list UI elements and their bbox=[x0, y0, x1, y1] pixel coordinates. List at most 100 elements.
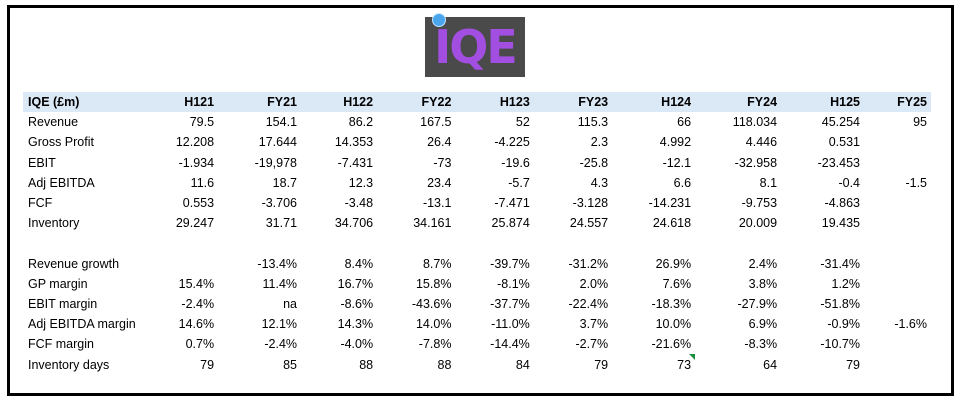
table-row: Adj EBITDA margin 14.6% 12.1% 14.3% 14.0% -11… bbox=[23, 314, 931, 334]
table-row: EBIT -1.934 -19,978 -7.431 -73 -19.6 -25.8 -12.… bbox=[23, 153, 931, 173]
table-cell: -11.0% bbox=[491, 317, 530, 332]
table-cell: 88 bbox=[359, 357, 374, 372]
table-cell: 25.874 bbox=[491, 216, 530, 231]
table-cell: -7.8% bbox=[418, 337, 452, 352]
table-cell: 45.254 bbox=[821, 115, 860, 130]
col-header: FY24 bbox=[747, 95, 778, 110]
table-cell: -4.863 bbox=[824, 196, 860, 211]
table-cell: 64 bbox=[763, 357, 778, 372]
table-cell: 18.7 bbox=[272, 175, 298, 190]
table-cell: 95 bbox=[913, 115, 927, 130]
table-cell: -1.934 bbox=[178, 155, 215, 170]
table-cell bbox=[864, 254, 931, 274]
table-row: Inventory 29.247 31.71 34.706 34.161 25.874 24… bbox=[23, 213, 931, 233]
table-cell: 17.644 bbox=[258, 135, 298, 150]
table-cell: na bbox=[283, 296, 298, 311]
table-cell bbox=[864, 153, 931, 173]
table-cell: -0.4 bbox=[838, 175, 860, 190]
table-cell: -22.4% bbox=[568, 296, 609, 311]
table-cell: 11.4% bbox=[262, 276, 298, 291]
table-cell: 6.9% bbox=[748, 317, 778, 332]
table-cell: 167.5 bbox=[420, 115, 452, 130]
table-cell: 8.4% bbox=[344, 256, 374, 271]
table-cell: -25.8 bbox=[579, 155, 609, 170]
table-cell: 118.034 bbox=[732, 115, 778, 130]
table-cell: -8.3% bbox=[744, 337, 778, 352]
table-cell: -19.6 bbox=[501, 155, 530, 170]
table-cell bbox=[864, 354, 931, 374]
table-cell: 26.4 bbox=[427, 135, 452, 150]
table-cell: -3.706 bbox=[261, 196, 298, 211]
table-cell: 10.0% bbox=[655, 317, 692, 332]
table-cell: 2.4% bbox=[748, 256, 778, 271]
table-cell: -5.7 bbox=[508, 175, 530, 190]
table-cell: -21.6% bbox=[651, 337, 692, 352]
table-cell: 14.3% bbox=[337, 317, 374, 332]
table-cell: 14.6% bbox=[178, 317, 215, 332]
table-cell: 8.1 bbox=[759, 175, 778, 190]
table-cell: 79 bbox=[594, 357, 609, 372]
col-header: H125 bbox=[830, 95, 860, 110]
row-label: FCF bbox=[28, 196, 53, 211]
table-cell: -1.6% bbox=[894, 317, 927, 332]
table-cell: -13.1 bbox=[422, 196, 452, 211]
table-cell: 15.8% bbox=[415, 276, 452, 291]
table-cell: 6.6 bbox=[673, 175, 692, 190]
table-cell: -31.2% bbox=[568, 256, 609, 271]
table-cell: 31.71 bbox=[265, 216, 298, 231]
table-cell: 3.7% bbox=[579, 317, 609, 332]
table-cell: -32.958 bbox=[734, 155, 778, 170]
header-row: IQE (£m) H121 FY21 H122 FY22 H123 FY23 H… bbox=[23, 92, 931, 113]
table-cell: 20.009 bbox=[738, 216, 778, 231]
table-cell: 24.557 bbox=[569, 216, 609, 231]
table-cell bbox=[864, 193, 931, 213]
table-cell: 19.435 bbox=[821, 216, 860, 231]
row-label: Adj EBITDA bbox=[28, 175, 95, 190]
table-cell: 29.247 bbox=[175, 216, 215, 231]
table-cell: -31.4% bbox=[820, 256, 860, 271]
table-cell: 79 bbox=[200, 357, 215, 372]
table-row: Adj EBITDA 11.6 18.7 12.3 23.4 -5.7 4.3 6.6 8.1 -… bbox=[23, 173, 931, 193]
spacer-cell bbox=[23, 233, 931, 253]
table-cell: 0.553 bbox=[182, 196, 215, 211]
table-cell: 84 bbox=[515, 357, 530, 372]
table-cell: -2.7% bbox=[575, 337, 609, 352]
table-cell bbox=[864, 334, 931, 354]
table-cell: -27.9% bbox=[737, 296, 778, 311]
table-row: Revenue 79.5 154.1 86.2 167.5 52 115.3 66 118.03… bbox=[23, 112, 931, 132]
table-cell: 88 bbox=[437, 357, 452, 372]
table-cell: 7.6% bbox=[662, 276, 692, 291]
globe-icon bbox=[432, 13, 446, 27]
row-label: GP margin bbox=[28, 276, 88, 291]
header-label: IQE (£m) bbox=[28, 95, 80, 110]
table-cell: -2.4% bbox=[181, 296, 215, 311]
row-label: FCF margin bbox=[28, 337, 94, 352]
table-cell: 12.208 bbox=[175, 135, 215, 150]
table-cell: -2.4% bbox=[264, 337, 298, 352]
col-header: H122 bbox=[343, 95, 374, 110]
table-row: EBIT margin -2.4% na -8.6% -43.6% -37.7% -22.4… bbox=[23, 294, 931, 314]
table-cell: -4.0% bbox=[340, 337, 374, 352]
table-row: GP margin 15.4% 11.4% 16.7% 15.8% -8.1% 2.0% 7.… bbox=[23, 274, 931, 294]
table-cell: 52 bbox=[515, 115, 530, 130]
table-cell: 86.2 bbox=[348, 115, 374, 130]
table-cell: 4.3 bbox=[590, 175, 609, 190]
table-cell: -18.3% bbox=[651, 296, 692, 311]
table-cell: -43.6% bbox=[411, 296, 452, 311]
table-cell: 8.7% bbox=[422, 256, 452, 271]
table-cell: 154.1 bbox=[265, 115, 298, 130]
col-header: FY23 bbox=[578, 95, 609, 110]
logo-text: IQE bbox=[434, 20, 518, 74]
table-cell: 16.7% bbox=[337, 276, 374, 291]
row-label: Revenue growth bbox=[28, 256, 120, 271]
table-cell: 4.992 bbox=[659, 135, 692, 150]
col-header: FY21 bbox=[267, 95, 298, 110]
table-cell: 1.2% bbox=[831, 276, 861, 291]
table-cell: -12.1 bbox=[662, 155, 692, 170]
table-cell: -3.48 bbox=[344, 196, 374, 211]
table-cell bbox=[864, 132, 931, 152]
row-label: Inventory days bbox=[28, 357, 110, 372]
row-label: EBIT bbox=[28, 155, 56, 170]
table-cell: -7.471 bbox=[494, 196, 530, 211]
table-cell: -9.753 bbox=[741, 196, 778, 211]
